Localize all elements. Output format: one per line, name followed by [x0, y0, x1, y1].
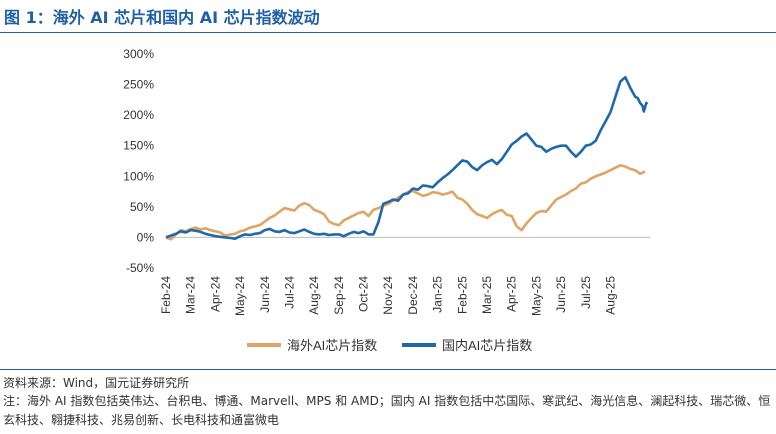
legend-label-overseas: 海外AI芯片指数	[287, 338, 377, 353]
x-tick-label: Aug-24	[307, 276, 321, 315]
x-axis: Feb-24 Mar-24 Apr-24 May-24 Jun-24 Jul-24 Aug-…	[159, 236, 650, 316]
y-tick-label: 100%	[123, 169, 154, 183]
line-chart: -50% 0% 50% 100% 150% 200% 250% 300% Feb-24 Mar-…	[123, 47, 650, 353]
series-line-domestic	[165, 75, 649, 240]
title-divider	[0, 32, 776, 33]
x-tick-label: Jan-25	[431, 276, 445, 313]
source-text: 资料来源：Wind，国元证券研究所	[3, 376, 190, 390]
note-text: 注：海外 AI 指数包括英伟达、台积电、博通、Marvell、MPS 和 AMD…	[3, 394, 771, 427]
x-tick-label: Jun-25	[554, 276, 568, 313]
y-tick-label: 300%	[123, 47, 154, 61]
x-tick-label: Mar-24	[184, 276, 198, 314]
x-tick-label: Sep-24	[332, 276, 346, 315]
legend-label-domestic: 国内AI芯片指数	[442, 338, 532, 353]
y-tick-label: 150%	[123, 139, 154, 153]
x-tick-label: Jul-25	[579, 276, 593, 309]
y-tick-label: 0%	[137, 230, 155, 244]
x-tick-label: Apr-24	[208, 276, 222, 312]
x-tick-label: Dec-24	[406, 276, 420, 315]
x-tick-label: Aug-25	[603, 276, 617, 315]
series-line-overseas	[165, 164, 646, 241]
x-tick-label: Jun-24	[258, 276, 272, 313]
y-tick-label: 200%	[123, 108, 154, 122]
y-tick-label: -50%	[126, 261, 154, 275]
y-axis: -50% 0% 50% 100% 150% 200% 250% 300%	[123, 47, 154, 275]
x-tick-label: May-25	[529, 276, 543, 316]
x-tick-label: Apr-25	[505, 276, 519, 312]
y-tick-label: 250%	[123, 78, 154, 92]
x-tick-label: Jul-24	[282, 276, 296, 309]
y-tick-label: 50%	[130, 200, 154, 214]
legend: 海外AI芯片指数 国内AI芯片指数	[247, 338, 532, 353]
series-lines	[165, 75, 649, 241]
x-tick-label: Oct-24	[357, 276, 371, 312]
x-tick-label: Feb-24	[159, 276, 173, 314]
x-tick-label: Feb-25	[455, 276, 469, 314]
x-tick-label: May-24	[233, 276, 247, 316]
footer-divider	[0, 369, 776, 370]
x-tick-label: Mar-25	[480, 276, 494, 314]
figure-title: 图 1：海外 AI 芯片和国内 AI 芯片指数波动	[4, 8, 320, 27]
x-tick-label: Nov-24	[381, 276, 395, 315]
